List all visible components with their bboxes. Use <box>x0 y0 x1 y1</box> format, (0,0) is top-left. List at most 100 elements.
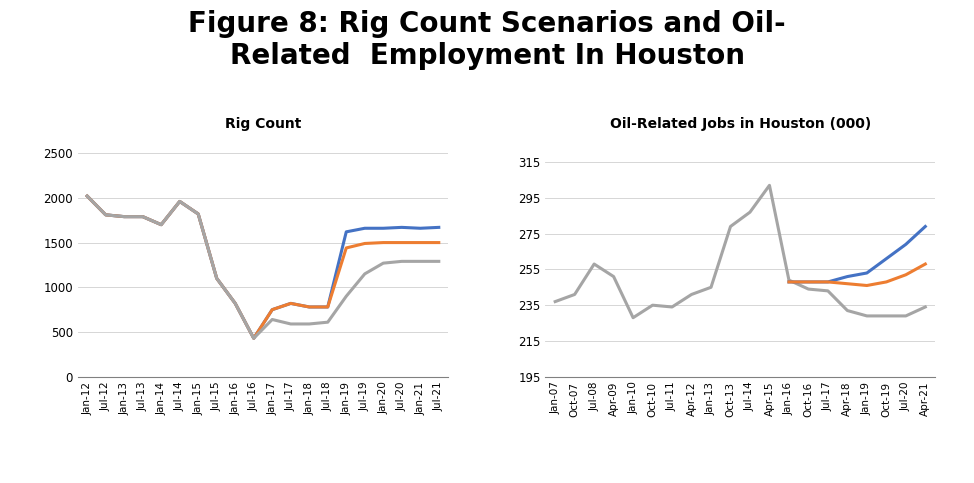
Low <box>842 308 853 313</box>
High <box>822 279 834 285</box>
Medium <box>267 307 279 313</box>
Medium <box>210 275 222 281</box>
Low <box>783 277 795 283</box>
High <box>156 222 168 227</box>
High <box>378 226 390 231</box>
High <box>433 225 445 230</box>
High <box>82 193 94 199</box>
Low <box>193 211 205 217</box>
Medium <box>822 279 834 285</box>
Title: Oil-Related Jobs in Houston (000): Oil-Related Jobs in Houston (000) <box>610 117 871 131</box>
Medium <box>359 241 371 246</box>
Medium <box>230 300 242 306</box>
High <box>230 300 242 306</box>
High <box>861 270 873 276</box>
Medium <box>395 240 407 245</box>
Medium <box>99 212 111 218</box>
Low <box>119 214 131 220</box>
High <box>395 225 407 230</box>
Low <box>359 271 371 277</box>
High <box>919 224 931 229</box>
High <box>193 211 205 217</box>
High <box>415 226 427 231</box>
Low <box>900 313 912 319</box>
Low <box>247 335 259 341</box>
High <box>285 300 297 306</box>
Low <box>744 209 756 215</box>
Medium <box>861 283 873 288</box>
Medium <box>341 245 353 251</box>
High <box>247 335 259 341</box>
Medium <box>285 300 297 306</box>
Low <box>725 224 736 229</box>
Low <box>588 261 600 267</box>
High <box>304 304 316 310</box>
Medium <box>378 240 390 245</box>
Medium <box>136 214 149 220</box>
Medium <box>156 222 168 227</box>
Low <box>764 183 775 188</box>
Low <box>230 300 242 306</box>
High <box>321 304 333 310</box>
Medium <box>900 272 912 278</box>
Medium <box>783 279 795 285</box>
Medium <box>304 304 316 310</box>
Line: Medium: Medium <box>88 196 439 338</box>
High <box>136 214 149 220</box>
Medium <box>247 335 259 341</box>
Low <box>156 222 168 227</box>
Low <box>569 292 581 298</box>
Low <box>880 313 892 319</box>
Medium <box>82 193 94 199</box>
Medium <box>321 304 333 310</box>
Low <box>321 319 333 325</box>
Text: Figure 8: Rig Count Scenarios and Oil-
Related  Employment In Houston: Figure 8: Rig Count Scenarios and Oil- R… <box>188 10 786 70</box>
High <box>99 212 111 218</box>
Low <box>285 321 297 327</box>
High <box>173 199 185 204</box>
Low <box>822 288 834 294</box>
Low <box>415 258 427 264</box>
Title: Rig Count: Rig Count <box>225 117 301 131</box>
Medium <box>415 240 427 245</box>
High <box>803 279 814 285</box>
Low <box>173 199 185 204</box>
Line: Low: Low <box>88 196 439 338</box>
Low <box>210 275 222 281</box>
Low <box>647 302 658 308</box>
Medium <box>842 281 853 286</box>
Low <box>549 298 561 304</box>
High <box>842 274 853 280</box>
Line: High: High <box>88 196 439 338</box>
Medium <box>173 199 185 204</box>
Low <box>341 293 353 299</box>
Low <box>267 316 279 322</box>
High <box>119 214 131 220</box>
Low <box>99 212 111 218</box>
Medium <box>193 211 205 217</box>
Medium <box>880 279 892 285</box>
Low <box>803 286 814 292</box>
High <box>900 242 912 247</box>
Medium <box>803 279 814 285</box>
Line: Medium: Medium <box>789 264 925 285</box>
Low <box>627 315 639 321</box>
High <box>210 275 222 281</box>
Medium <box>919 261 931 267</box>
Low <box>705 284 717 290</box>
Line: Low: Low <box>555 185 925 318</box>
Low <box>378 260 390 266</box>
Low <box>666 304 678 310</box>
Low <box>136 214 149 220</box>
Medium <box>433 240 445 245</box>
Low <box>82 193 94 199</box>
Low <box>686 292 697 298</box>
High <box>341 229 353 235</box>
Line: High: High <box>789 227 925 282</box>
Low <box>395 258 407 264</box>
High <box>783 279 795 285</box>
Low <box>304 321 316 327</box>
Low <box>861 313 873 319</box>
High <box>880 256 892 262</box>
Medium <box>119 214 131 220</box>
